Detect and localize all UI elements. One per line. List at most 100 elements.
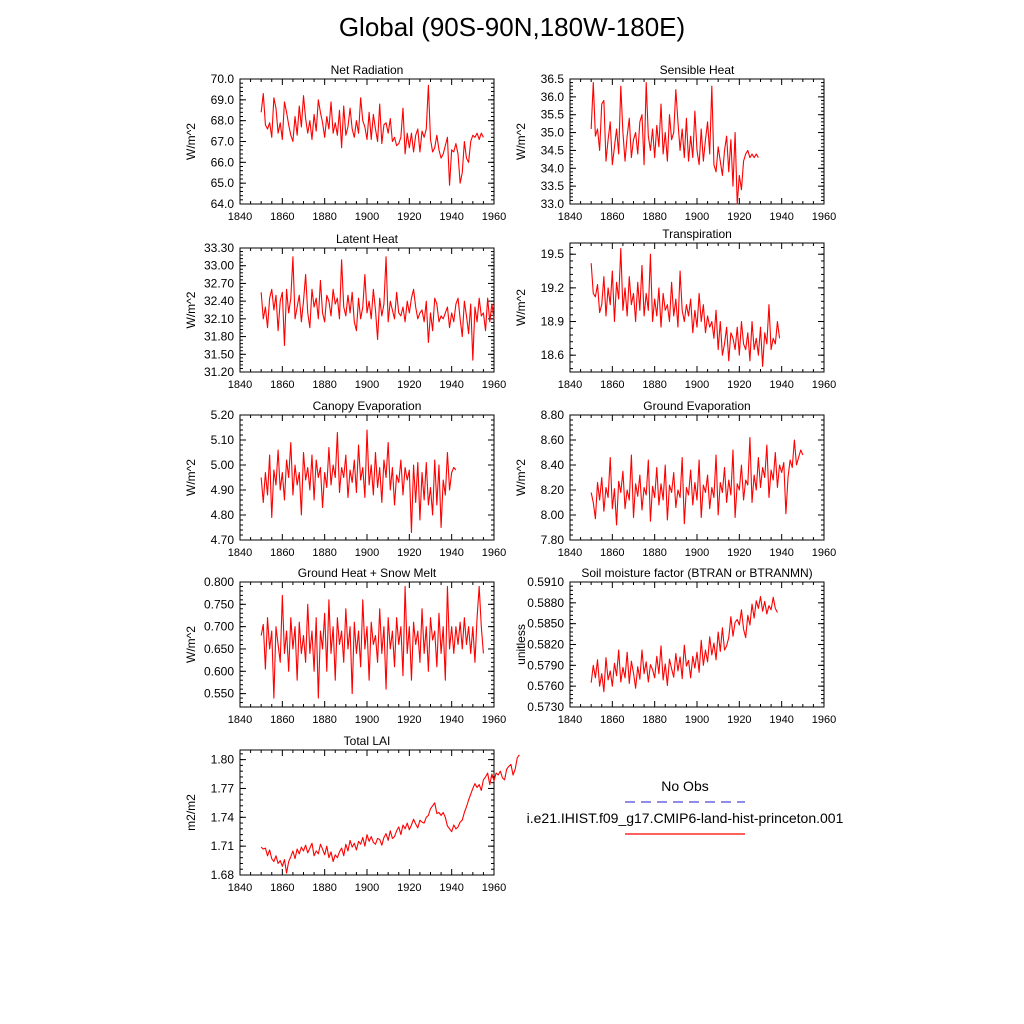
panel-title: Net Radiation <box>331 63 404 77</box>
page-title: Global (90S-90N,180W-180E) <box>338 12 686 42</box>
x-tick-label: 1920 <box>727 714 751 726</box>
x-tick-label: 1840 <box>558 547 582 559</box>
plot-frame <box>569 242 825 373</box>
y-tick-label: 8.40 <box>541 458 565 472</box>
panel-2: Sensible Heat W/m^2 1840 1860 1880 1900 1920 19… <box>514 63 836 223</box>
y-tick-label: 1.80 <box>211 753 235 767</box>
y-tick-label: 8.00 <box>541 508 565 522</box>
panel-8: Soil moisture factor (BTRAN or BTRANMN) u… <box>514 566 836 726</box>
panel-title: Latent Heat <box>336 232 399 246</box>
x-tick-label: 1880 <box>312 714 336 726</box>
x-tick-label: 1940 <box>769 714 793 726</box>
y-tick-label: 31.50 <box>204 347 234 361</box>
y-tick-label: 0.5730 <box>527 700 564 714</box>
x-tick-label: 1920 <box>397 547 421 559</box>
y-axis-label: W/m^2 <box>184 291 198 328</box>
y-axis-label: W/m^2 <box>184 626 198 663</box>
x-tick-label: 1960 <box>812 379 836 391</box>
y-axis-label: W/m^2 <box>184 123 198 160</box>
y-tick-label: 0.650 <box>204 642 234 656</box>
y-tick-label: 0.5820 <box>527 638 564 652</box>
legend-model-swatch <box>520 826 850 844</box>
y-tick-label: 1.74 <box>211 810 235 824</box>
y-tick-label: 67.0 <box>211 135 235 149</box>
x-tick-label: 1940 <box>769 211 793 223</box>
y-tick-label: 0.5790 <box>527 658 564 672</box>
x-tick-label: 1940 <box>769 547 793 559</box>
y-tick-label: 19.5 <box>541 247 565 261</box>
x-tick-label: 1880 <box>642 379 666 391</box>
x-tick-label: 1940 <box>439 211 463 223</box>
x-tick-label: 1880 <box>312 211 336 223</box>
series-line <box>590 436 804 526</box>
series-line <box>260 585 484 699</box>
panel-title: Canopy Evaporation <box>313 399 422 413</box>
panel-9: Total LAI m2/m2 1840 1860 1880 1900 1920 1940 19… <box>184 734 520 894</box>
x-tick-label: 1860 <box>600 379 624 391</box>
y-tick-label: 0.5850 <box>527 617 564 631</box>
x-tick-label: 1840 <box>228 211 252 223</box>
y-tick-label: 36.5 <box>541 72 565 86</box>
panel-6: Ground Evaporation W/m^2 1840 1860 1880 1900 1… <box>514 399 836 559</box>
panel-title: Transpiration <box>662 227 732 241</box>
y-tick-label: 8.20 <box>541 483 565 497</box>
y-tick-label: 35.0 <box>541 126 565 140</box>
x-tick-label: 1860 <box>600 714 624 726</box>
panel-1: Net Radiation W/m^2 1840 1860 1880 1900 1920 19… <box>184 63 506 223</box>
legend-model-line <box>625 833 745 835</box>
y-axis-label: W/m^2 <box>514 459 528 496</box>
series-line <box>590 82 759 205</box>
x-tick-label: 1900 <box>685 379 709 391</box>
x-tick-label: 1840 <box>228 547 252 559</box>
y-tick-label: 1.68 <box>211 868 235 882</box>
y-tick-label: 5.10 <box>211 433 235 447</box>
y-tick-label: 64.0 <box>211 197 235 211</box>
y-axis-label: m2/m2 <box>184 794 198 831</box>
y-tick-label: 0.5910 <box>527 575 564 589</box>
x-tick-label: 1880 <box>642 211 666 223</box>
x-tick-label: 1900 <box>355 547 379 559</box>
x-tick-label: 1900 <box>355 211 379 223</box>
legend-obs-line <box>625 801 745 803</box>
y-tick-label: 1.71 <box>211 839 235 853</box>
x-tick-label: 1920 <box>397 714 421 726</box>
x-tick-label: 1960 <box>482 211 506 223</box>
x-tick-label: 1860 <box>600 211 624 223</box>
x-tick-label: 1840 <box>228 714 252 726</box>
x-tick-label: 1940 <box>769 379 793 391</box>
x-tick-label: 1960 <box>482 379 506 391</box>
x-tick-label: 1900 <box>685 211 709 223</box>
y-axis-label: unitless <box>514 624 528 665</box>
x-tick-label: 1880 <box>312 547 336 559</box>
y-tick-label: 1.77 <box>211 781 235 795</box>
x-tick-label: 1860 <box>270 379 294 391</box>
y-tick-label: 33.30 <box>204 241 234 255</box>
panel-7: Ground Heat + Snow Melt W/m^2 1840 1860 1880… <box>184 566 506 726</box>
y-tick-label: 8.80 <box>541 408 565 422</box>
x-tick-label: 1880 <box>312 379 336 391</box>
panel-title: Ground Evaporation <box>643 399 750 413</box>
panel-3: Latent Heat W/m^2 1840 1860 1880 1900 1920 1940… <box>184 232 506 391</box>
y-axis-label: W/m^2 <box>514 123 528 160</box>
y-tick-label: 69.0 <box>211 93 235 107</box>
x-tick-label: 1880 <box>642 714 666 726</box>
y-tick-label: 0.5880 <box>527 596 564 610</box>
x-tick-label: 1860 <box>270 714 294 726</box>
plot-frame <box>569 414 825 541</box>
panel-title: Total LAI <box>344 734 391 748</box>
x-tick-label: 1840 <box>558 714 582 726</box>
y-tick-label: 32.70 <box>204 276 234 290</box>
x-tick-label: 1960 <box>482 882 506 894</box>
x-tick-label: 1900 <box>355 714 379 726</box>
panel-4: Transpiration W/m^2 1840 1860 1880 1900 1920 19… <box>514 227 836 391</box>
x-tick-label: 1960 <box>812 547 836 559</box>
series-line <box>260 754 520 874</box>
x-tick-label: 1920 <box>727 379 751 391</box>
y-tick-label: 32.10 <box>204 312 234 326</box>
y-tick-label: 33.0 <box>541 197 565 211</box>
legend-obs-label: No Obs <box>661 778 709 794</box>
x-tick-label: 1940 <box>439 547 463 559</box>
x-tick-label: 1900 <box>685 547 709 559</box>
panel-title: Soil moisture factor (BTRAN or BTRANMN) <box>581 566 812 580</box>
